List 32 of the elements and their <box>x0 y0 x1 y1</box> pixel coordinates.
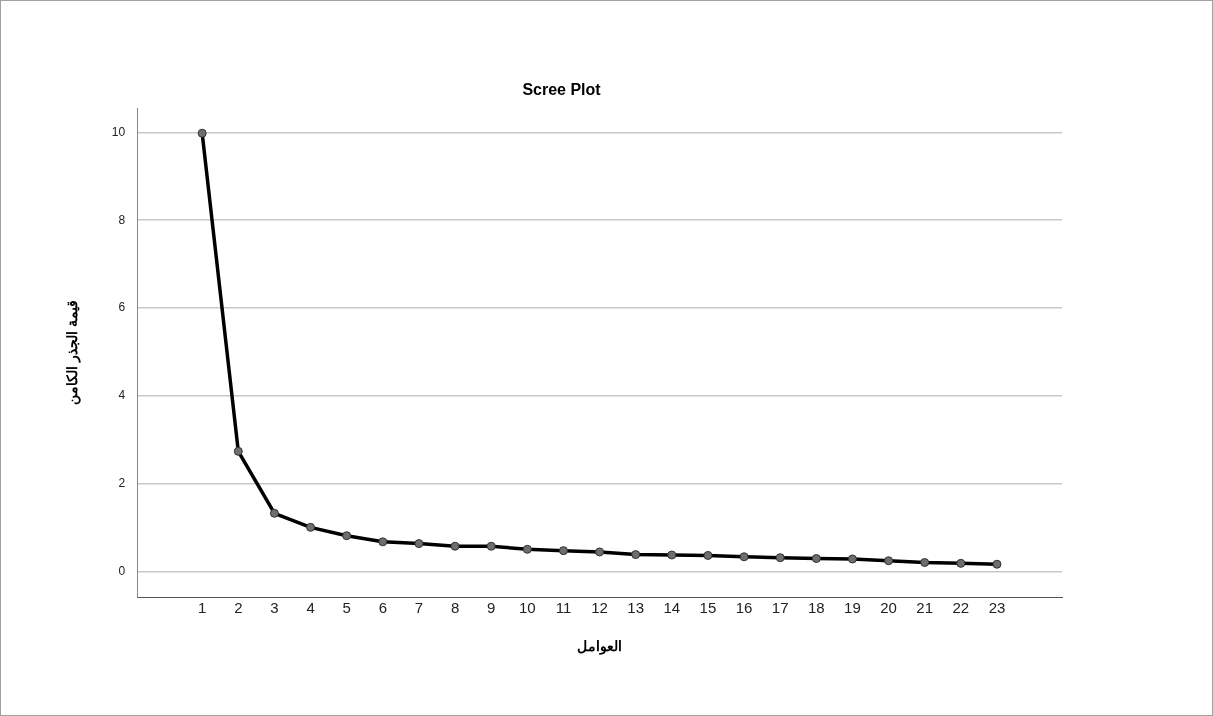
x-tick-label: 17 <box>771 599 789 617</box>
y-tick-label: 8 <box>118 212 126 227</box>
x-tick-label: 12 <box>591 599 608 617</box>
x-tick-label: 2 <box>234 599 243 617</box>
x-tick-label: 13 <box>627 599 645 617</box>
x-tick-label: 23 <box>988 599 1006 617</box>
y-tick-label: 0 <box>118 564 126 579</box>
x-tick-label: 20 <box>880 599 897 617</box>
x-tick-label: 1 <box>198 599 207 617</box>
x-tick-label: 14 <box>663 599 681 617</box>
x-tick-label: 10 <box>518 599 536 617</box>
y-tick-label: 10 <box>111 124 126 139</box>
x-tick-label: 11 <box>555 599 572 617</box>
x-tick-label: 9 <box>487 599 496 617</box>
x-tick-label: 5 <box>342 599 351 617</box>
x-axis-title: العوامل <box>577 638 623 656</box>
x-tick-label: 22 <box>952 599 970 617</box>
x-tick-label: 16 <box>735 599 753 617</box>
y-axis-title: قيمة الجذر الكامن <box>64 300 82 406</box>
x-tick-label: 4 <box>306 599 315 617</box>
chart-title: Scree Plot <box>522 81 602 99</box>
x-tick-label: 19 <box>844 599 861 617</box>
x-tick-label: 7 <box>414 599 424 617</box>
y-tick-label: 2 <box>118 476 126 491</box>
x-tick-label: 21 <box>916 599 934 617</box>
y-tick-label: 6 <box>118 300 126 315</box>
y-tick-label: 4 <box>118 388 126 403</box>
x-tick-label: 15 <box>699 599 717 617</box>
x-tick-label: 3 <box>270 599 279 617</box>
x-tick-label: 18 <box>807 599 825 617</box>
x-tick-label: 6 <box>378 599 387 617</box>
x-tick-label: 8 <box>450 599 460 617</box>
